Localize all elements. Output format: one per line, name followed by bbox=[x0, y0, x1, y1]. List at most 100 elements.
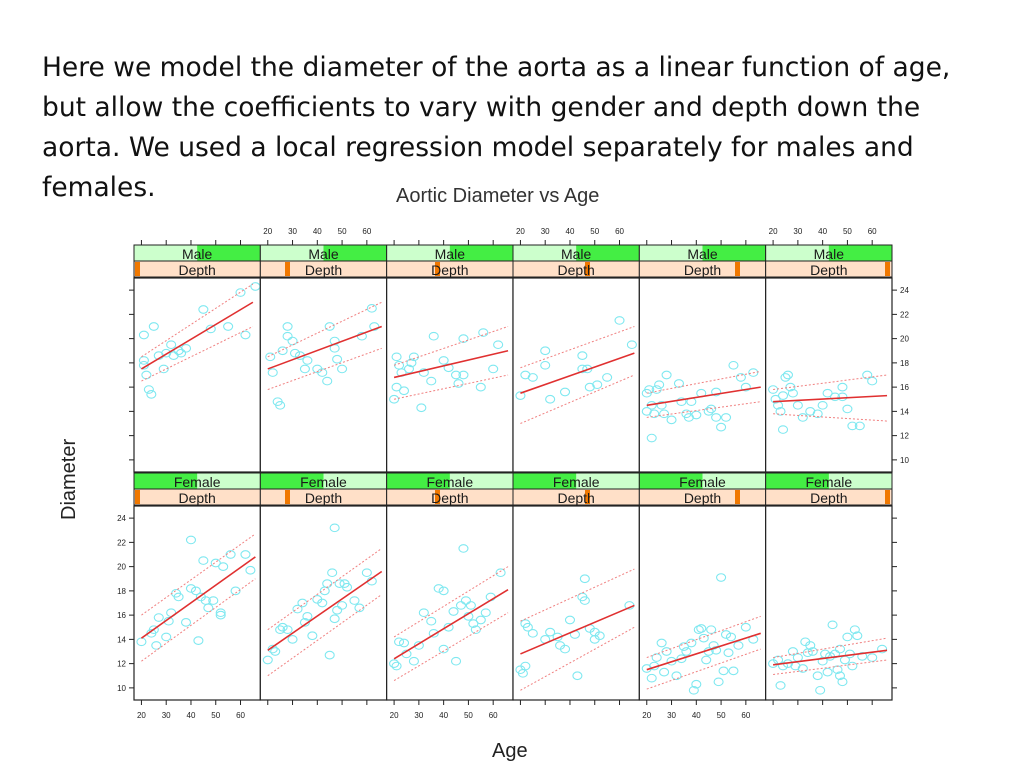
data-point bbox=[151, 641, 162, 650]
data-point bbox=[686, 638, 697, 648]
strip-gender-label: Female bbox=[426, 474, 473, 490]
data-point bbox=[168, 351, 179, 360]
data-point bbox=[555, 641, 566, 650]
data-point bbox=[299, 364, 310, 374]
data-point bbox=[849, 625, 860, 635]
x-tick-label: 60 bbox=[868, 227, 877, 236]
x-tick-label: 20 bbox=[516, 227, 525, 236]
data-point bbox=[545, 627, 556, 637]
confidence-band bbox=[393, 326, 509, 366]
x-tick-label: 40 bbox=[818, 227, 827, 236]
data-point bbox=[240, 550, 251, 559]
slide-text-line: but allow the coefficients to vary with … bbox=[42, 92, 921, 123]
data-point bbox=[862, 370, 873, 380]
data-point bbox=[775, 681, 786, 690]
data-point bbox=[317, 368, 328, 377]
data-point bbox=[210, 558, 221, 568]
data-point bbox=[723, 648, 734, 658]
data-point bbox=[666, 415, 677, 425]
data-point bbox=[720, 630, 732, 639]
confidence-band bbox=[141, 533, 256, 616]
regression-line bbox=[267, 570, 383, 651]
data-point bbox=[418, 368, 429, 377]
data-point bbox=[349, 596, 360, 605]
y-tick-label: 16 bbox=[117, 611, 126, 620]
strip-depth-label: Depth bbox=[810, 490, 847, 506]
data-point bbox=[475, 382, 486, 392]
data-point bbox=[458, 334, 469, 343]
data-point bbox=[218, 562, 229, 571]
confidence-band bbox=[773, 374, 888, 391]
data-point bbox=[307, 631, 318, 641]
data-point bbox=[807, 647, 818, 656]
slide-text-line: females. bbox=[42, 172, 156, 203]
data-point bbox=[369, 322, 380, 331]
regression-line bbox=[772, 649, 888, 666]
data-point bbox=[235, 288, 246, 297]
chart-title: Aortic Diameter vs Age bbox=[396, 185, 600, 207]
strip-gender-label: Female bbox=[553, 474, 600, 490]
x-tick-label: 60 bbox=[236, 711, 245, 720]
data-point bbox=[728, 360, 739, 370]
data-point bbox=[703, 407, 714, 416]
data-point bbox=[317, 598, 328, 608]
x-tick-label: 40 bbox=[439, 711, 448, 720]
data-point bbox=[805, 407, 816, 416]
data-point bbox=[527, 373, 538, 382]
data-point bbox=[480, 608, 491, 618]
strip-gender-label: Male bbox=[687, 246, 718, 262]
data-point bbox=[787, 388, 798, 398]
data-point bbox=[282, 625, 293, 635]
data-point bbox=[651, 385, 662, 394]
data-point bbox=[656, 638, 667, 648]
strip-gender-label: Male bbox=[308, 246, 339, 262]
data-point bbox=[148, 625, 159, 635]
data-point bbox=[185, 535, 197, 545]
data-point bbox=[332, 605, 343, 615]
data-point bbox=[438, 356, 449, 365]
data-point bbox=[584, 382, 595, 392]
confidence-band bbox=[646, 401, 761, 418]
data-point bbox=[297, 598, 308, 608]
data-point bbox=[448, 607, 459, 616]
data-point bbox=[711, 387, 722, 397]
strip-gender-label: Female bbox=[300, 474, 347, 490]
data-point bbox=[837, 382, 848, 392]
y-tick-label: 14 bbox=[900, 407, 909, 416]
data-point bbox=[602, 373, 613, 382]
data-point bbox=[718, 666, 729, 676]
x-tick-label: 30 bbox=[162, 711, 171, 720]
data-point bbox=[180, 618, 192, 627]
data-point bbox=[334, 579, 345, 588]
data-point bbox=[324, 322, 335, 331]
y-tick-label: 12 bbox=[117, 660, 126, 669]
x-tick-label: 60 bbox=[741, 711, 750, 720]
data-point bbox=[138, 356, 149, 365]
data-point bbox=[661, 370, 672, 380]
data-point bbox=[812, 671, 823, 681]
data-point bbox=[676, 654, 687, 664]
data-point bbox=[287, 635, 298, 644]
y-tick-label: 14 bbox=[117, 635, 126, 644]
strip-gender-label: Female bbox=[805, 474, 852, 490]
data-point bbox=[708, 641, 719, 650]
data-point bbox=[208, 596, 219, 605]
data-point bbox=[488, 364, 499, 374]
data-point bbox=[391, 382, 402, 392]
data-point bbox=[867, 653, 878, 662]
data-point bbox=[847, 421, 858, 431]
data-point bbox=[696, 624, 707, 633]
data-point bbox=[148, 322, 159, 331]
data-point bbox=[265, 352, 276, 362]
data-point bbox=[787, 647, 798, 656]
x-tick-label: 50 bbox=[338, 227, 347, 236]
x-tick-label: 20 bbox=[769, 227, 778, 236]
data-point bbox=[176, 348, 187, 358]
data-point bbox=[180, 343, 192, 353]
confidence-band bbox=[141, 326, 254, 382]
